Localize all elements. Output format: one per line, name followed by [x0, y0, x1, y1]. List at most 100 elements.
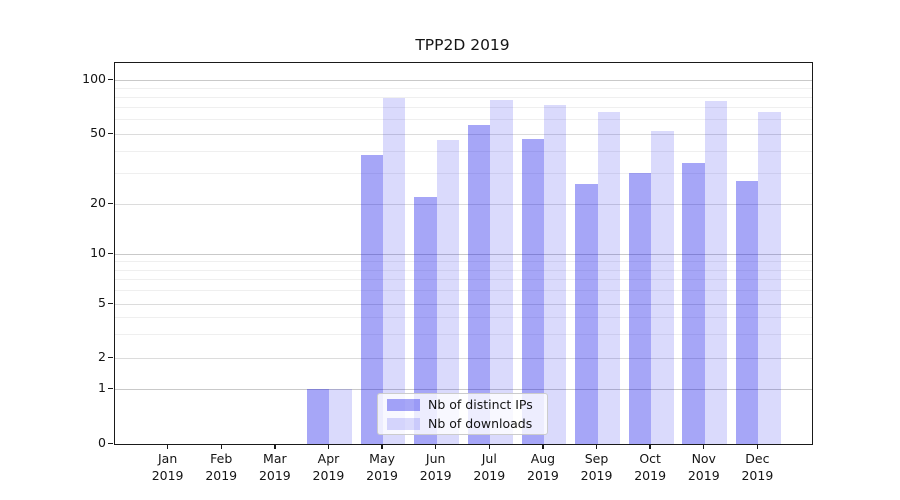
x-tick-year: 2019	[580, 468, 613, 483]
bar-distinct-ips-sep	[575, 183, 598, 444]
gridline-y-50	[115, 133, 812, 135]
x-tick-year: 2019	[205, 468, 238, 483]
legend-swatch-distinct-ips-icon	[387, 398, 420, 411]
x-tick-month: Nov	[691, 451, 716, 466]
gridline-y-40	[115, 150, 812, 152]
x-tick-label-jul: Jul 2019	[473, 450, 505, 484]
x-tick-year: 2019	[741, 468, 774, 483]
x-tick-year: 2019	[366, 468, 398, 483]
legend-label-distinct-ips: Nb of distinct IPs	[428, 397, 533, 412]
gridline-y-20	[115, 203, 812, 205]
bar-distinct-ips-may	[360, 154, 384, 444]
x-tick-jul	[488, 444, 490, 449]
bar-distinct-ips-apr	[307, 389, 330, 444]
x-tick-month: May	[369, 451, 395, 466]
gridline-y-5	[115, 303, 812, 305]
x-tick-month: Oct	[639, 451, 661, 466]
x-tick-feb	[220, 444, 222, 449]
gridline-y-6	[115, 290, 812, 292]
x-tick-dec	[756, 444, 759, 449]
plot-area	[114, 62, 813, 445]
x-tick-label-feb: Feb 2019	[205, 450, 237, 484]
x-tick-label-apr: Apr 2019	[313, 450, 345, 484]
gridline-y-7	[115, 279, 812, 281]
gridline-y-30	[115, 172, 812, 174]
x-tick-label-dec: Dec 2019	[741, 450, 773, 484]
gridline-y-9	[115, 261, 812, 263]
x-tick-oct	[649, 444, 651, 449]
bar-downloads-jun	[436, 140, 460, 444]
x-tick-month: Aug	[530, 451, 556, 466]
x-tick-month: Dec	[745, 451, 770, 466]
x-tick-label-oct: Oct 2019	[634, 450, 666, 484]
gridline-y-90	[115, 87, 812, 89]
legend-swatch-downloads-icon	[387, 417, 420, 430]
x-tick-label-mar: Mar 2019	[259, 450, 291, 484]
x-tick-aug	[542, 444, 544, 449]
x-tick-label-jun: Jun 2019	[420, 450, 452, 484]
gridline-y-70	[115, 107, 812, 109]
gridline-y-80	[115, 96, 812, 98]
x-tick-label-aug: Aug 2019	[527, 450, 559, 484]
x-tick-nov	[703, 444, 705, 449]
y-tick-20	[108, 202, 113, 204]
x-tick-month: Mar	[263, 451, 287, 466]
x-tick-label-nov: Nov 2019	[688, 450, 720, 484]
x-tick-jun	[434, 444, 437, 449]
gridline-y-8	[115, 269, 812, 271]
y-tick-label-1: 1	[98, 380, 106, 395]
chart-title: TPP2D 2019	[415, 36, 510, 54]
y-tick-label-50: 50	[90, 125, 106, 140]
legend-item-distinct-ips: Nb of distinct IPs	[387, 397, 538, 412]
y-tick-100	[108, 78, 113, 80]
y-tick-10	[108, 252, 113, 254]
x-tick-label-jan: Jan 2019	[152, 450, 184, 484]
gridline-y-60	[115, 119, 812, 121]
x-tick-month: Jul	[481, 451, 497, 466]
x-tick-label-sep: Sep 2019	[581, 450, 613, 484]
y-tick-50	[108, 132, 113, 134]
x-tick-label-may: May 2019	[366, 450, 398, 484]
y-tick-5	[108, 302, 113, 304]
x-tick-year: 2019	[634, 468, 667, 483]
bar-downloads-aug	[543, 104, 567, 444]
x-tick-month: Apr	[317, 451, 340, 466]
x-tick-year: 2019	[527, 468, 559, 483]
y-tick-label-20: 20	[90, 195, 106, 210]
bar-downloads-nov	[704, 101, 728, 444]
x-tick-year: 2019	[151, 468, 184, 483]
x-tick-month: Jun	[425, 451, 446, 466]
bar-downloads-may	[383, 98, 406, 444]
x-tick-year: 2019	[687, 468, 720, 483]
gridline-y-10	[115, 253, 812, 255]
y-tick-label-2: 2	[98, 349, 106, 364]
x-tick-month: Sep	[584, 451, 609, 466]
y-tick-label-10: 10	[90, 245, 106, 260]
x-tick-may	[381, 444, 383, 449]
x-tick-apr	[327, 444, 330, 449]
bar-downloads-oct	[651, 130, 674, 444]
y-tick-1	[108, 387, 113, 389]
gridline-y-2	[115, 357, 812, 359]
bar-distinct-ips-oct	[628, 173, 652, 444]
bar-downloads-jul	[490, 100, 513, 444]
x-tick-month: Jan	[157, 451, 178, 466]
bar-distinct-ips-nov	[682, 163, 705, 444]
legend-label-downloads: Nb of downloads	[428, 416, 533, 431]
gridline-y-1	[115, 388, 812, 390]
legend-item-downloads: Nb of downloads	[387, 416, 538, 431]
bar-downloads-apr	[329, 389, 352, 444]
bar-distinct-ips-jul	[467, 125, 491, 444]
bar-downloads-sep	[597, 112, 620, 444]
x-tick-sep	[595, 444, 598, 449]
gridline-y-100	[115, 79, 812, 81]
bar-downloads-dec	[758, 112, 781, 444]
y-tick-0	[108, 442, 113, 444]
legend: Nb of distinct IPs Nb of downloads	[377, 393, 548, 435]
x-tick-year: 2019	[258, 468, 291, 483]
y-tick-label-0: 0	[98, 435, 106, 450]
x-tick-jan	[166, 444, 169, 449]
y-tick-label-100: 100	[82, 71, 106, 86]
x-tick-year: 2019	[419, 468, 452, 483]
